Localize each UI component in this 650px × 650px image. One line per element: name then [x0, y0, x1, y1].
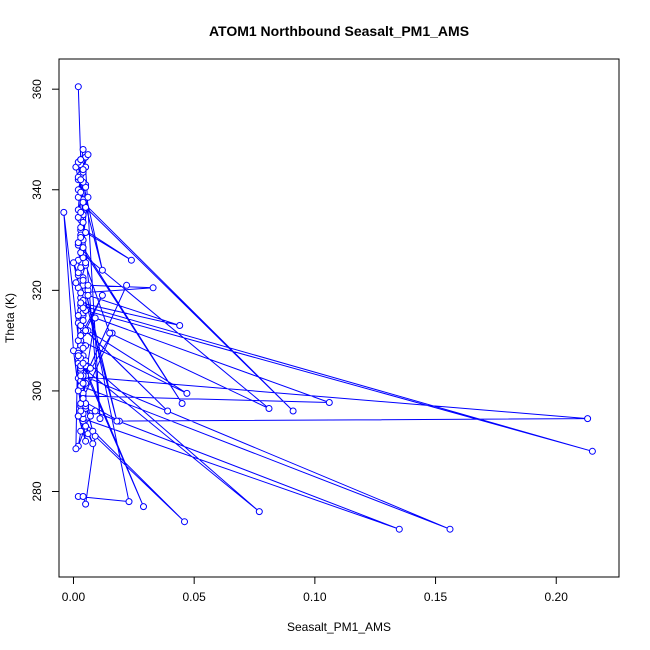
data-point: [70, 259, 77, 267]
data-point: [289, 407, 297, 415]
data-point: [79, 166, 87, 174]
data-point: [84, 193, 92, 201]
data-point: [79, 344, 87, 352]
data-point: [79, 395, 87, 402]
data-point: [255, 508, 263, 516]
data-point: [183, 389, 191, 397]
data-point: [77, 156, 85, 164]
data-point: [82, 229, 90, 236]
data-point: [79, 493, 87, 500]
x-tick-label: 0.15: [424, 590, 448, 604]
data-point: [106, 329, 114, 337]
data-point: [113, 417, 121, 425]
data-point: [125, 498, 133, 506]
data-point: [77, 234, 85, 241]
data-point: [79, 276, 87, 284]
data-point: [74, 412, 82, 420]
y-tick-label: 300: [30, 381, 44, 401]
data-point: [446, 525, 454, 533]
data-point: [77, 176, 85, 184]
data-point: [84, 291, 92, 299]
data-point: [74, 83, 82, 91]
data-point: [86, 364, 94, 372]
data-point: [79, 198, 87, 206]
y-axis-label: Theta (K): [3, 293, 17, 343]
data-point: [77, 188, 85, 196]
data-point: [79, 218, 87, 226]
data-point: [79, 317, 87, 324]
data-point: [96, 415, 104, 423]
data-point: [72, 279, 80, 287]
data-point: [79, 146, 87, 153]
x-axis-label: Seasalt_PM1_AMS: [287, 620, 391, 634]
data-point: [89, 440, 97, 448]
data-point: [82, 422, 90, 430]
data-point: [123, 281, 131, 289]
series-connector: [63, 86, 593, 530]
data-point: [91, 407, 99, 415]
y-tick-label: 360: [30, 79, 44, 99]
data-point: [84, 281, 92, 289]
data-point: [91, 314, 99, 322]
data-point: [140, 503, 147, 511]
data-point: [79, 359, 87, 367]
data-point: [588, 447, 596, 455]
data-point: [584, 415, 592, 423]
data-point: [181, 518, 188, 526]
data-point: [77, 289, 85, 297]
data-point: [86, 412, 94, 420]
data-point: [77, 332, 85, 340]
data-point: [82, 500, 90, 508]
data-point: [265, 405, 273, 412]
data-point: [127, 256, 135, 264]
data-point: [79, 244, 87, 252]
series-line: [63, 86, 593, 530]
data-point: [178, 400, 186, 407]
data-points: [60, 83, 596, 533]
data-point: [77, 208, 85, 216]
data-point: [325, 399, 333, 406]
data-point: [82, 327, 90, 335]
data-point: [74, 387, 82, 395]
data-point: [74, 312, 82, 319]
data-point: [395, 525, 403, 533]
data-point: [77, 299, 85, 307]
data-point: [77, 372, 85, 380]
data-point: [84, 151, 92, 159]
data-point: [72, 445, 80, 453]
plot-frame: [58, 58, 620, 578]
data-point: [176, 322, 184, 329]
data-point: [98, 266, 106, 274]
data-point: [77, 427, 85, 435]
x-tick-label: 0.00: [62, 590, 86, 604]
y-tick-label: 280: [30, 481, 44, 501]
data-point: [91, 432, 99, 440]
data-point: [77, 264, 85, 272]
data-point: [149, 284, 157, 292]
data-point: [79, 379, 87, 387]
y-tick-label: 320: [30, 280, 44, 300]
x-tick-label: 0.05: [182, 590, 206, 604]
data-point: [164, 407, 172, 415]
x-axis: 0.00 0.05 0.10 0.15 0.20: [62, 576, 569, 604]
y-axis: 280 300 320 340 360: [30, 79, 60, 502]
x-tick-label: 0.20: [545, 590, 569, 604]
chart-title: ATOM1 Northbound Seasalt_PM1_AMS: [209, 23, 469, 39]
y-tick-label: 340: [30, 179, 44, 199]
data-point: [60, 208, 68, 216]
x-tick-label: 0.10: [303, 590, 327, 604]
data-point: [82, 437, 90, 445]
data-point: [98, 291, 106, 299]
data-point: [74, 352, 82, 360]
